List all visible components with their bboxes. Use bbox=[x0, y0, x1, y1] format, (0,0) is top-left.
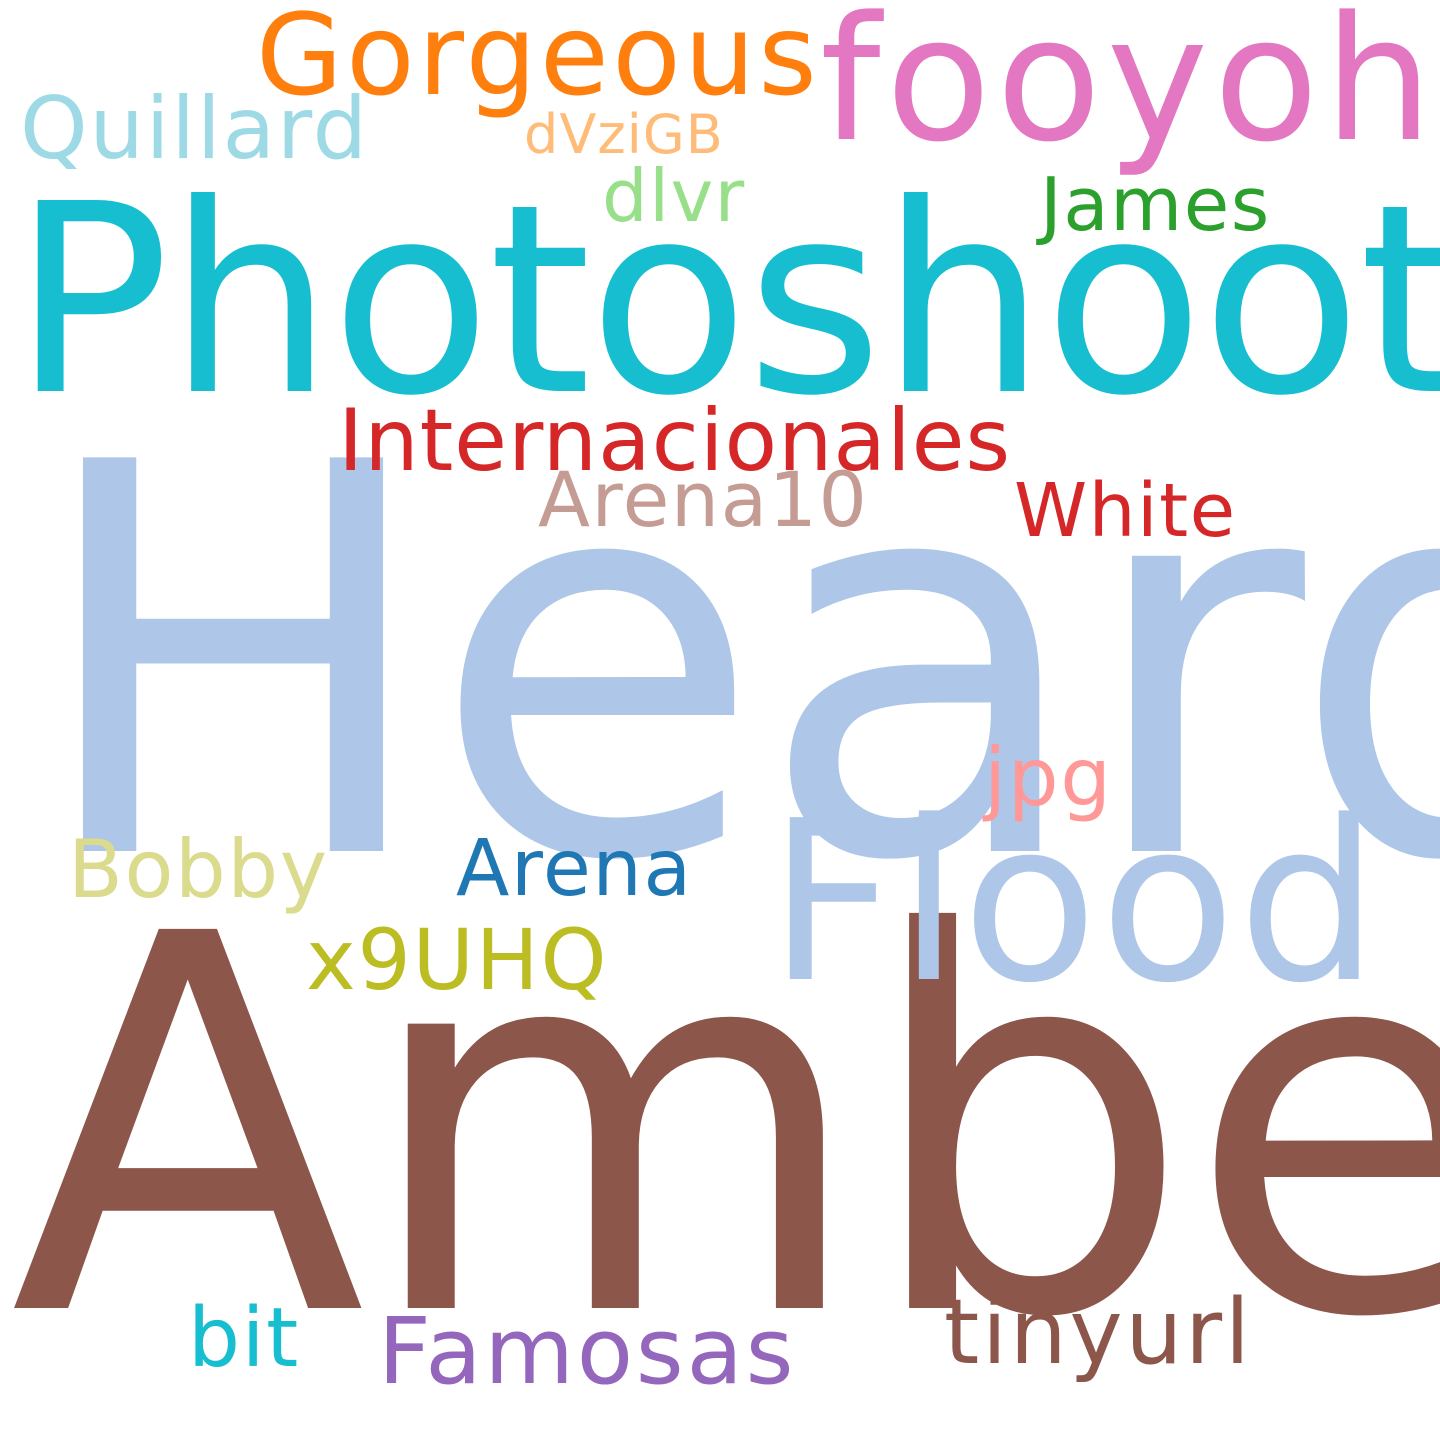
word-gorgeous: Gorgeous bbox=[256, 0, 821, 121]
word-bobby: Bobby bbox=[68, 823, 329, 916]
word-bit: bit bbox=[188, 1291, 300, 1386]
word-x9uhq: x9UHQ bbox=[306, 911, 609, 1009]
word-arena: Arena bbox=[456, 824, 693, 914]
word-famosas: Famosas bbox=[378, 1298, 797, 1405]
word-quillard: Quillard bbox=[20, 79, 369, 179]
word-dvzigb: dVziGB bbox=[524, 103, 724, 166]
word-flood: Flood bbox=[768, 774, 1382, 1032]
word-jpg: jpg bbox=[984, 731, 1113, 824]
word-amber: Amber bbox=[10, 825, 1440, 1431]
word-internacionales: Internacionales bbox=[338, 391, 1012, 491]
word-tinyurl: tinyurl bbox=[944, 1280, 1253, 1385]
word-heard: Heard bbox=[30, 351, 1440, 979]
word-arena10: Arena10 bbox=[538, 455, 869, 544]
word-james: James bbox=[1040, 162, 1271, 248]
word-photoshoot: Photoshoot bbox=[12, 148, 1440, 453]
word-dlvr: dlvr bbox=[602, 154, 746, 238]
word-white: White bbox=[1014, 468, 1237, 554]
word-fooyoh: fooyoh bbox=[820, 0, 1439, 180]
